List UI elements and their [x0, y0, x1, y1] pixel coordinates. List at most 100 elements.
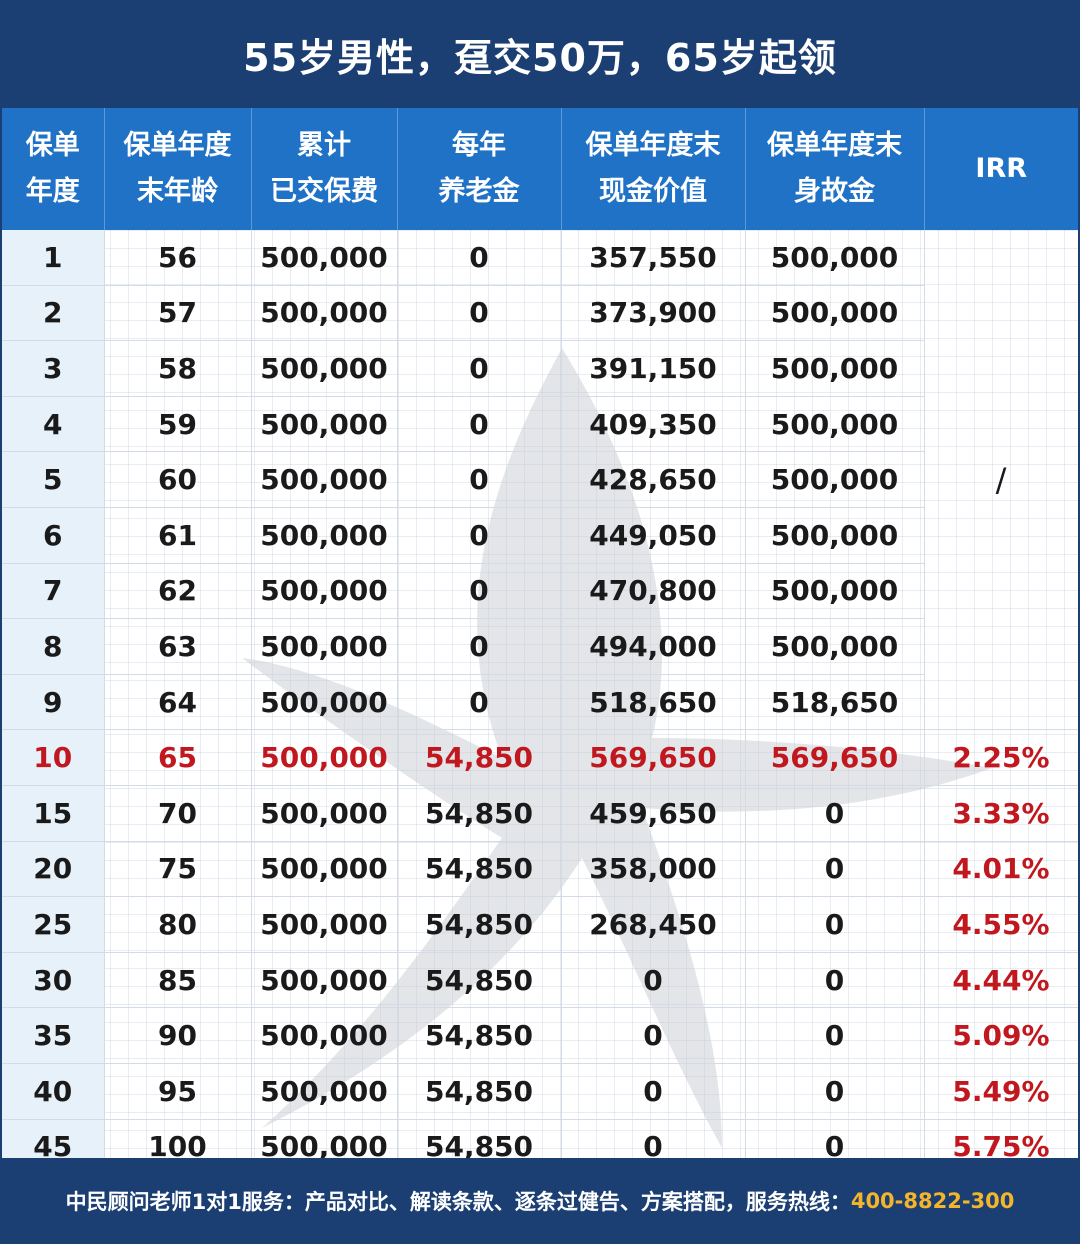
table-cell: 90: [104, 1007, 252, 1064]
table-row: 40 95 500,000 54,850 0 0 5.49%: [2, 1063, 1078, 1120]
table-cell: 500,000: [251, 1063, 398, 1120]
table-cell: 0: [397, 230, 562, 286]
table-cell: 9: [2, 674, 105, 731]
hotline-number: 400-8822-300: [850, 1189, 1015, 1213]
table-cell: 0: [561, 952, 746, 1009]
table-cell: 500,000: [251, 785, 398, 842]
table-cell: 30: [2, 952, 105, 1009]
table-row: 7 62 500,000 0 470,800 500,000: [2, 563, 1078, 620]
table-cell: 358,000: [561, 841, 746, 898]
table-cell: 500,000: [251, 230, 398, 286]
table-cell: 500,000: [251, 451, 398, 508]
table-cell: 95: [104, 1063, 252, 1120]
irr-cell: 4.55%: [924, 896, 1078, 953]
table-cell: 45: [2, 1119, 105, 1158]
page-title: 55岁男性，趸交50万，65岁起领: [243, 35, 837, 80]
table-cell: 54,850: [397, 1063, 562, 1120]
column-header-line: 每年: [452, 130, 506, 161]
table-cell: 56: [104, 230, 252, 286]
irr-cell: 3.33%: [924, 785, 1078, 842]
table-cell: 0: [561, 1119, 746, 1158]
footer-banner: 中民顾问老师1对1服务：产品对比、解读条款、逐条过健告、方案搭配，服务热线： 4…: [2, 1158, 1078, 1244]
table-cell: 0: [745, 841, 925, 898]
table-cell: 500,000: [745, 507, 925, 564]
table-cell: 20: [2, 841, 105, 898]
table-cell: 0: [397, 674, 562, 731]
irr-cell: 5.75%: [924, 1119, 1078, 1158]
table-cell: 54,850: [397, 1007, 562, 1064]
table-cell: 500,000: [251, 1007, 398, 1064]
column-header-line: 末年龄: [137, 176, 218, 207]
column-header-line: 已交保费: [270, 176, 378, 207]
table-cell: 61: [104, 507, 252, 564]
table-cell: 80: [104, 896, 252, 953]
table-body: 1 56 500,000 0 357,550 500,000/2 57 500,000 0 373…: [2, 230, 1078, 1158]
table-cell: 54,850: [397, 785, 562, 842]
table-cell: 57: [104, 285, 252, 342]
table-cell: 500,000: [745, 230, 925, 286]
table-cell: 8: [2, 618, 105, 675]
table-cell: 500,000: [251, 507, 398, 564]
table-cell: 500,000: [745, 396, 925, 453]
table-row: 20 75 500,000 54,850 358,000 0 4.01%: [2, 841, 1078, 898]
table-row: 9 64 500,000 0 518,650 518,650: [2, 674, 1078, 731]
irr-cell: 4.01%: [924, 841, 1078, 898]
table-cell: 0: [397, 451, 562, 508]
table-row: 45 100 500,000 54,850 0 0 5.75%: [2, 1119, 1078, 1158]
table-row: 8 63 500,000 0 494,000 500,000: [2, 618, 1078, 675]
table-cell: 0: [561, 1063, 746, 1120]
table-cell: 1: [2, 230, 105, 286]
column-header-line: 保单年度末: [767, 130, 902, 161]
table-cell: 459,650: [561, 785, 746, 842]
table-cell: 2: [2, 285, 105, 342]
table-cell: 63: [104, 618, 252, 675]
column-header-line: 现金价值: [599, 176, 707, 207]
column-header: 累计 已交保费: [251, 108, 398, 230]
table-cell: 0: [745, 1119, 925, 1158]
table-cell: 373,900: [561, 285, 746, 342]
column-header: 保单 年度: [2, 108, 105, 230]
table-cell: 54,850: [397, 896, 562, 953]
table-cell: 0: [745, 1063, 925, 1120]
table-cell: 391,150: [561, 340, 746, 397]
table-cell: 59: [104, 396, 252, 453]
irr-cell: 5.49%: [924, 1063, 1078, 1120]
table-cell: 500,000: [251, 1119, 398, 1158]
table-cell: 500,000: [745, 451, 925, 508]
table-cell: 518,650: [745, 674, 925, 731]
table-cell: 70: [104, 785, 252, 842]
column-header-line: 身故金: [794, 176, 875, 207]
table-cell: 518,650: [561, 674, 746, 731]
column-header: 保单年度 末年龄: [104, 108, 252, 230]
table-cell: 500,000: [251, 952, 398, 1009]
pension-table: 保单 年度 保单年度 末年龄 累计 已交保费 每年 养老金 保单年度末 现金价值 保单年度末 身故金 I…: [2, 108, 1078, 1158]
table-cell: 35: [2, 1007, 105, 1064]
table-cell: 500,000: [745, 340, 925, 397]
table-cell: 569,650: [561, 729, 746, 786]
column-header-line: 养老金: [438, 176, 520, 207]
table-row: 10 65 500,000 54,850 569,650 569,650 2.25%: [2, 729, 1078, 786]
table-cell: 0: [561, 1007, 746, 1064]
table-cell: 500,000: [251, 618, 398, 675]
table-cell: 15: [2, 785, 105, 842]
irr-cell: 4.44%: [924, 952, 1078, 1009]
table-row: 30 85 500,000 54,850 0 0 4.44%: [2, 952, 1078, 1009]
table-row: 3 58 500,000 0 391,150 500,000: [2, 340, 1078, 397]
table-row: 1 56 500,000 0 357,550 500,000/: [2, 230, 1078, 731]
column-header: 保单年度末 身故金: [745, 108, 925, 230]
table-cell: 494,000: [561, 618, 746, 675]
table-row: 5 60 500,000 0 428,650 500,000: [2, 451, 1078, 508]
table-cell: 500,000: [251, 563, 398, 620]
irr-merged-cell: /: [924, 230, 1078, 731]
table-cell: 85: [104, 952, 252, 1009]
table-row: 2 57 500,000 0 373,900 500,000: [2, 285, 1078, 342]
column-header-line: 保单年度末: [585, 130, 721, 161]
column-header-line: 年度: [25, 176, 80, 207]
column-header: 每年 养老金: [397, 108, 562, 230]
table-cell: 0: [397, 396, 562, 453]
table-cell: 357,550: [561, 230, 746, 286]
table-cell: 3: [2, 340, 105, 397]
table-cell: 0: [397, 618, 562, 675]
table-cell: 4: [2, 396, 105, 453]
table-cell: 40: [2, 1063, 105, 1120]
